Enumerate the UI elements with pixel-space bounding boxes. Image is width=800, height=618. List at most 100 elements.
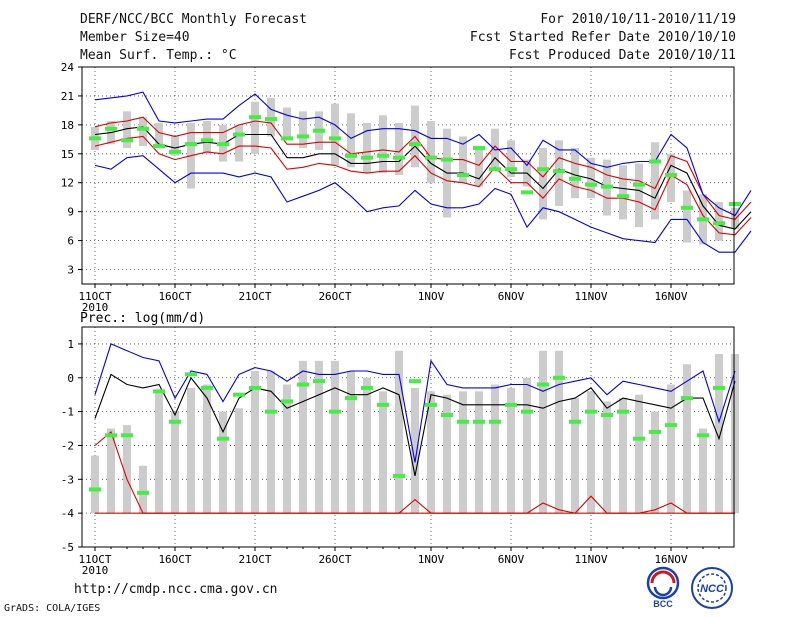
prec-range-bar: [539, 350, 547, 514]
prec-median-marker: [537, 382, 549, 387]
temp-range-bar: [539, 148, 547, 220]
temp-range-bar: [571, 148, 579, 199]
prec-xtick-label: 6NOV: [498, 553, 525, 566]
source-url[interactable]: http://cmdp.ncc.cma.gov.cn: [74, 582, 278, 597]
prec-median-marker: [585, 409, 597, 414]
temp-range-bar: [235, 124, 243, 162]
temp-range-bar: [427, 121, 435, 183]
prec-median-marker: [633, 436, 645, 441]
bcc-logo-text: BCC: [653, 599, 673, 608]
temp-range-bar: [587, 157, 595, 199]
prec-xtick-label: 26OCT: [318, 553, 351, 566]
prec-range-bar: [571, 398, 579, 514]
prec-range-bar: [363, 377, 371, 514]
prec-median-marker: [409, 379, 421, 384]
prec-median-marker: [553, 375, 565, 380]
prec-median-marker: [217, 436, 229, 441]
prec-median-marker: [297, 382, 309, 387]
temp-median-marker: [281, 136, 293, 141]
prec-line-upper_extreme: [94, 343, 736, 463]
temp-ytick-label: 9: [67, 206, 74, 219]
prec-range-bar: [123, 425, 131, 514]
prec-range-bar: [267, 371, 275, 514]
temp-median-marker: [489, 167, 501, 172]
temp-ytick-label: 18: [61, 119, 74, 132]
temp-range-bar: [683, 190, 691, 243]
prec-median-marker: [185, 372, 197, 377]
temp-xtick-label: 6NOV: [498, 290, 525, 303]
temp-ytick-label: 21: [61, 90, 74, 103]
prec-frame: [81, 326, 735, 548]
prec-ytick-label: -4: [61, 507, 75, 520]
temp-median-marker: [297, 134, 309, 139]
prec-median-marker: [249, 385, 261, 390]
temp-median-marker: [521, 190, 533, 195]
prec-median-marker: [377, 402, 389, 407]
prec-median-marker: [89, 487, 101, 492]
temp-line-upper_spread: [94, 116, 752, 221]
prec-ytick-label: -1: [61, 406, 74, 419]
prec-range-bar: [683, 364, 691, 514]
prec-ytick-label: -3: [61, 473, 74, 486]
temp-median-marker: [265, 117, 277, 122]
temp-median-marker: [169, 149, 181, 154]
prec-line-ensemble_mean: [94, 373, 736, 477]
temp-median-marker: [329, 136, 341, 141]
prec-range-bar: [107, 428, 115, 514]
prec-xtick-label: 16OCT: [158, 553, 191, 566]
prec-range-bar: [427, 391, 435, 514]
prec-range-bar: [91, 455, 99, 514]
temp-xtick-label: 11OCT: [78, 290, 111, 303]
temp-median-marker: [569, 176, 581, 181]
prec-ytick-label: 0: [67, 372, 74, 385]
temp-range-bar: [347, 113, 355, 168]
temp-ytick-label: 24: [61, 61, 75, 74]
prec-ytick-label: 1: [67, 338, 74, 351]
temp-median-marker: [313, 128, 325, 133]
prec-median-marker: [473, 419, 485, 424]
temp-median-marker: [649, 159, 661, 164]
prec-median-marker: [441, 413, 453, 417]
prec-range-bar: [555, 350, 563, 514]
prec-median-marker: [329, 409, 341, 414]
prec-range-bar: [155, 391, 163, 514]
temp-median-marker: [601, 184, 613, 189]
bcc-logo: BCC: [646, 566, 680, 608]
prec-median-marker: [137, 490, 149, 495]
temp-median-marker: [585, 182, 597, 187]
temp-xtick-label: 16OCT: [158, 290, 191, 303]
temp-range-bar: [379, 115, 387, 174]
prec-range-bar: [635, 394, 643, 514]
prec-median-marker: [617, 409, 629, 414]
prec-range-bar: [699, 428, 707, 514]
temp-range-bar: [203, 121, 211, 154]
prec-median-marker: [713, 385, 725, 390]
prec-range-bar: [219, 411, 227, 514]
temp-ytick-label: 15: [61, 148, 74, 161]
temp-median-marker: [345, 153, 357, 158]
temp-median-marker: [681, 205, 693, 210]
temp-median-marker: [729, 201, 741, 206]
prec-panel-title: Prec.: log(mm/d): [80, 311, 205, 326]
prec-range-bar: [347, 371, 355, 514]
prec-median-marker: [489, 419, 501, 424]
temp-median-marker: [633, 182, 645, 187]
prec-range-bar: [603, 401, 611, 514]
prec-median-marker: [521, 409, 533, 414]
refer-date: Fcst Started Refer Date 2010/10/10: [469, 30, 736, 45]
prec-median-marker: [393, 473, 405, 478]
temp-frame: [81, 66, 735, 285]
prec-median-marker: [233, 392, 245, 397]
temp-range-bar: [251, 101, 259, 154]
temp-line-ensemble_mean: [94, 126, 752, 230]
temp-median-marker: [409, 142, 421, 147]
prec-xtick-label: 11OCT: [78, 553, 111, 566]
temp-range-bar: [667, 153, 675, 203]
prec-range-bar: [651, 411, 659, 514]
temp-xtick-label: 11NOV: [574, 290, 607, 303]
temp-range-bar: [395, 122, 403, 176]
prec-range-bar: [299, 360, 307, 514]
prec-range-bar: [331, 360, 339, 514]
prec-median-marker: [649, 429, 661, 434]
